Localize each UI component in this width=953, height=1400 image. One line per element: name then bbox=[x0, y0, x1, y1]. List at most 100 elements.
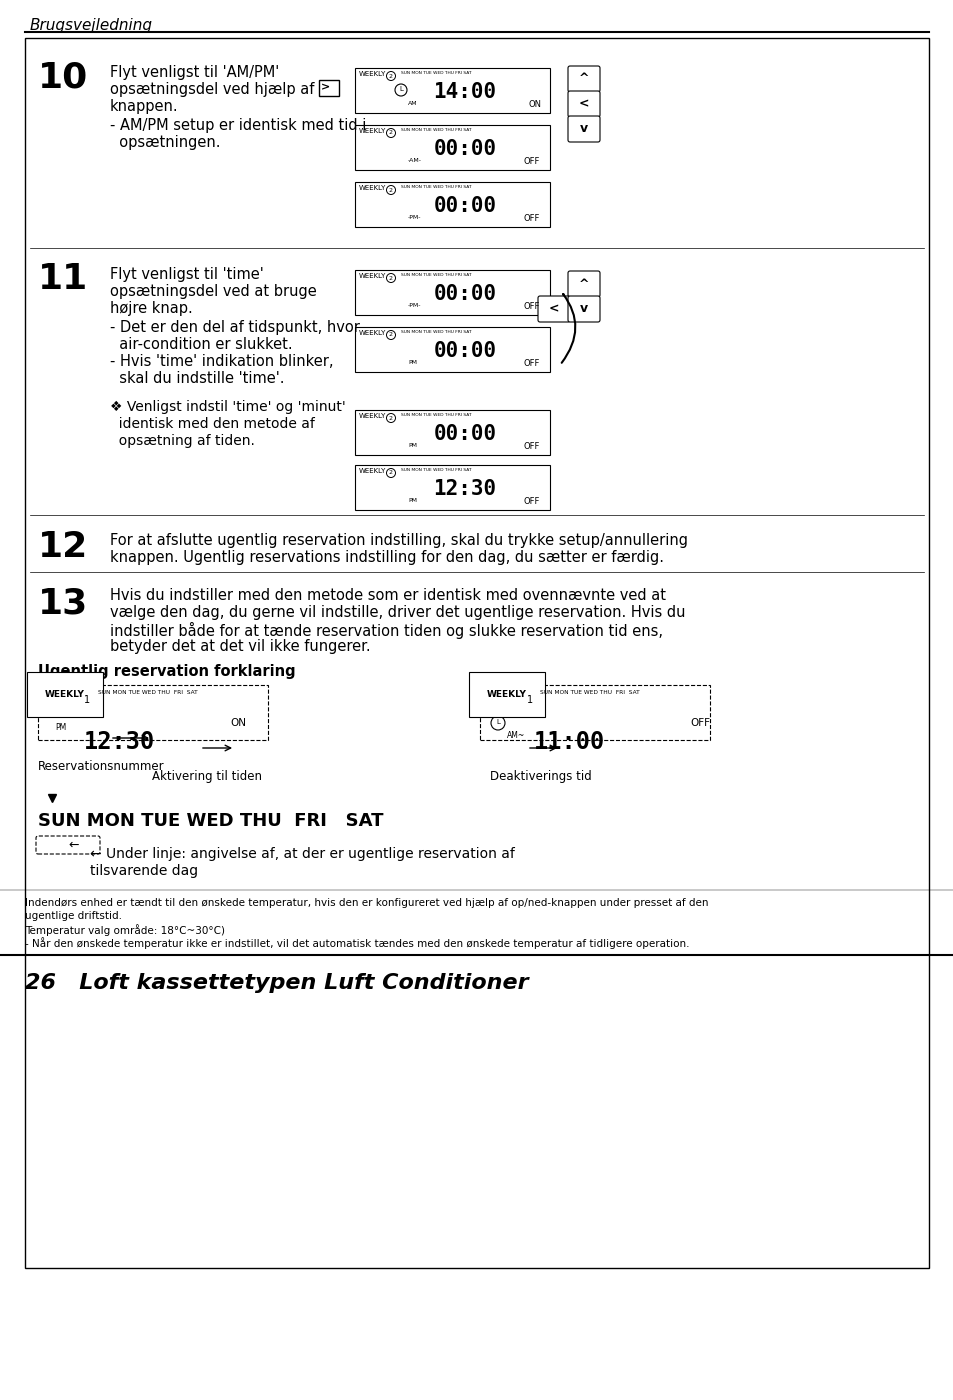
Text: 14:00: 14:00 bbox=[433, 83, 497, 102]
Text: ^: ^ bbox=[578, 73, 589, 85]
Text: <: < bbox=[548, 302, 558, 315]
Text: opsætningen.: opsætningen. bbox=[110, 134, 220, 150]
Text: OFF: OFF bbox=[523, 497, 539, 505]
Text: Aktivering til tiden: Aktivering til tiden bbox=[152, 770, 262, 783]
FancyBboxPatch shape bbox=[567, 116, 599, 141]
FancyBboxPatch shape bbox=[567, 91, 599, 118]
Text: ON: ON bbox=[230, 718, 246, 728]
Bar bbox=[355, 410, 550, 455]
Text: 00:00: 00:00 bbox=[433, 139, 497, 160]
Text: 2: 2 bbox=[389, 188, 393, 192]
Text: WEEKLY: WEEKLY bbox=[358, 127, 386, 134]
Text: Reservationsnummer: Reservationsnummer bbox=[38, 760, 165, 773]
Text: ← Under linje: angivelse af, at der er ugentlige reservation af: ← Under linje: angivelse af, at der er u… bbox=[90, 847, 515, 861]
Text: tilsvarende dag: tilsvarende dag bbox=[90, 864, 198, 878]
Text: højre knap.: højre knap. bbox=[110, 301, 193, 316]
Text: -AM-: -AM- bbox=[408, 158, 421, 162]
Text: OFF: OFF bbox=[523, 358, 539, 368]
Text: 2: 2 bbox=[389, 73, 393, 78]
FancyBboxPatch shape bbox=[567, 272, 599, 297]
Text: WEEKLY: WEEKLY bbox=[45, 690, 85, 699]
Text: 12:30: 12:30 bbox=[433, 479, 497, 498]
Bar bbox=[355, 69, 550, 113]
Text: Ugentlig reservation forklaring: Ugentlig reservation forklaring bbox=[38, 664, 295, 679]
Text: WEEKLY: WEEKLY bbox=[358, 330, 386, 336]
Bar bbox=[25, 38, 928, 1268]
Text: OFF: OFF bbox=[689, 718, 709, 728]
Text: PM: PM bbox=[408, 442, 416, 448]
Text: WEEKLY: WEEKLY bbox=[358, 413, 386, 419]
Text: Flyt venligst til 'AM/PM': Flyt venligst til 'AM/PM' bbox=[110, 64, 279, 80]
Text: betyder det at det vil ikke fungerer.: betyder det at det vil ikke fungerer. bbox=[110, 638, 370, 654]
Text: WEEKLY: WEEKLY bbox=[486, 690, 526, 699]
Text: L: L bbox=[398, 85, 402, 92]
Text: ❖ Venligst indstil 'time' og 'minut': ❖ Venligst indstil 'time' og 'minut' bbox=[110, 400, 345, 414]
Text: opsætningsdel ved hjælp af: opsætningsdel ved hjælp af bbox=[110, 83, 314, 97]
Text: 12:30: 12:30 bbox=[84, 729, 155, 755]
Text: AM~: AM~ bbox=[506, 731, 525, 741]
Text: Deaktiverings tid: Deaktiverings tid bbox=[490, 770, 591, 783]
Text: PM: PM bbox=[408, 498, 416, 503]
Text: - AM/PM setup er identisk med tid i: - AM/PM setup er identisk med tid i bbox=[110, 118, 366, 133]
Bar bbox=[355, 182, 550, 227]
Text: opsætningsdel ved at bruge: opsætningsdel ved at bruge bbox=[110, 284, 316, 300]
Text: WEEKLY: WEEKLY bbox=[358, 185, 386, 190]
Text: ugentlige driftstid.: ugentlige driftstid. bbox=[25, 911, 122, 921]
Text: 2: 2 bbox=[389, 276, 393, 280]
Text: Temperatur valg område: 18°C~30°C): Temperatur valg område: 18°C~30°C) bbox=[25, 924, 225, 937]
Text: indstiller både for at tænde reservation tiden og slukke reservation tid ens,: indstiller både for at tænde reservation… bbox=[110, 622, 662, 638]
Text: WEEKLY: WEEKLY bbox=[358, 273, 386, 279]
Text: 10: 10 bbox=[38, 60, 89, 94]
FancyBboxPatch shape bbox=[567, 295, 599, 322]
FancyBboxPatch shape bbox=[318, 80, 338, 97]
Text: AM: AM bbox=[408, 101, 417, 106]
Text: 2: 2 bbox=[389, 470, 393, 476]
FancyBboxPatch shape bbox=[567, 66, 599, 92]
Text: OFF: OFF bbox=[523, 157, 539, 167]
Text: - Det er den del af tidspunkt, hvor: - Det er den del af tidspunkt, hvor bbox=[110, 321, 359, 335]
Text: air-condition er slukket.: air-condition er slukket. bbox=[110, 337, 293, 351]
Bar bbox=[355, 125, 550, 169]
Text: SUN MON TUE WED THU FRI SAT: SUN MON TUE WED THU FRI SAT bbox=[400, 413, 471, 417]
Text: WEEKLY: WEEKLY bbox=[358, 71, 386, 77]
Text: Flyt venligst til 'time': Flyt venligst til 'time' bbox=[110, 267, 263, 281]
Text: - Når den ønskede temperatur ikke er indstillet, vil det automatisk tændes med d: - Når den ønskede temperatur ikke er ind… bbox=[25, 937, 689, 949]
Text: Hvis du indstiller med den metode som er identisk med ovennævnte ved at: Hvis du indstiller med den metode som er… bbox=[110, 588, 665, 603]
Text: 1: 1 bbox=[84, 694, 90, 706]
Text: PM: PM bbox=[55, 722, 66, 732]
Text: -PM-: -PM- bbox=[408, 216, 421, 220]
Text: SUN MON TUE WED THU FRI SAT: SUN MON TUE WED THU FRI SAT bbox=[400, 330, 471, 335]
Text: PM: PM bbox=[408, 360, 416, 365]
Text: ←: ← bbox=[68, 839, 78, 851]
Text: >: > bbox=[320, 83, 330, 92]
Text: SUN MON TUE WED THU FRI SAT: SUN MON TUE WED THU FRI SAT bbox=[400, 468, 471, 472]
Bar bbox=[38, 685, 268, 741]
Text: ^: ^ bbox=[578, 277, 589, 291]
Text: 00:00: 00:00 bbox=[433, 284, 497, 304]
Text: For at afslutte ugentlig reservation indstilling, skal du trykke setup/annulleri: For at afslutte ugentlig reservation ind… bbox=[110, 533, 687, 547]
Bar bbox=[355, 270, 550, 315]
Text: SUN MON TUE WED THU  FRI   SAT: SUN MON TUE WED THU FRI SAT bbox=[38, 812, 383, 830]
Text: identisk med den metode af: identisk med den metode af bbox=[110, 417, 314, 431]
Text: 00:00: 00:00 bbox=[433, 196, 497, 216]
Text: Indendørs enhed er tændt til den ønskede temperatur, hvis den er konfigureret ve: Indendørs enhed er tændt til den ønskede… bbox=[25, 897, 708, 909]
Text: OFF: OFF bbox=[523, 442, 539, 451]
Text: 13: 13 bbox=[38, 587, 89, 620]
Text: SUN MON TUE WED THU FRI SAT: SUN MON TUE WED THU FRI SAT bbox=[400, 185, 471, 189]
Text: vælge den dag, du gerne vil indstille, driver det ugentlige reservation. Hvis du: vælge den dag, du gerne vil indstille, d… bbox=[110, 605, 685, 620]
Text: 00:00: 00:00 bbox=[433, 424, 497, 444]
Text: 11:00: 11:00 bbox=[534, 729, 605, 755]
Text: OFF: OFF bbox=[523, 302, 539, 311]
Text: Brugsvejledning: Brugsvejledning bbox=[30, 18, 152, 34]
Text: 2: 2 bbox=[389, 130, 393, 136]
Text: SUN MON TUE WED THU FRI SAT: SUN MON TUE WED THU FRI SAT bbox=[400, 127, 471, 132]
Text: L: L bbox=[496, 720, 499, 725]
Text: 11: 11 bbox=[38, 262, 89, 295]
Text: skal du indstille 'time'.: skal du indstille 'time'. bbox=[110, 371, 284, 386]
Text: opsætning af tiden.: opsætning af tiden. bbox=[110, 434, 254, 448]
Text: 2: 2 bbox=[389, 333, 393, 337]
Text: 00:00: 00:00 bbox=[433, 342, 497, 361]
Text: 2: 2 bbox=[389, 416, 393, 420]
Text: 26   Loft kassettetypen Luft Conditioner: 26 Loft kassettetypen Luft Conditioner bbox=[25, 973, 528, 993]
Text: SUN MON TUE WED THU FRI SAT: SUN MON TUE WED THU FRI SAT bbox=[400, 71, 471, 76]
